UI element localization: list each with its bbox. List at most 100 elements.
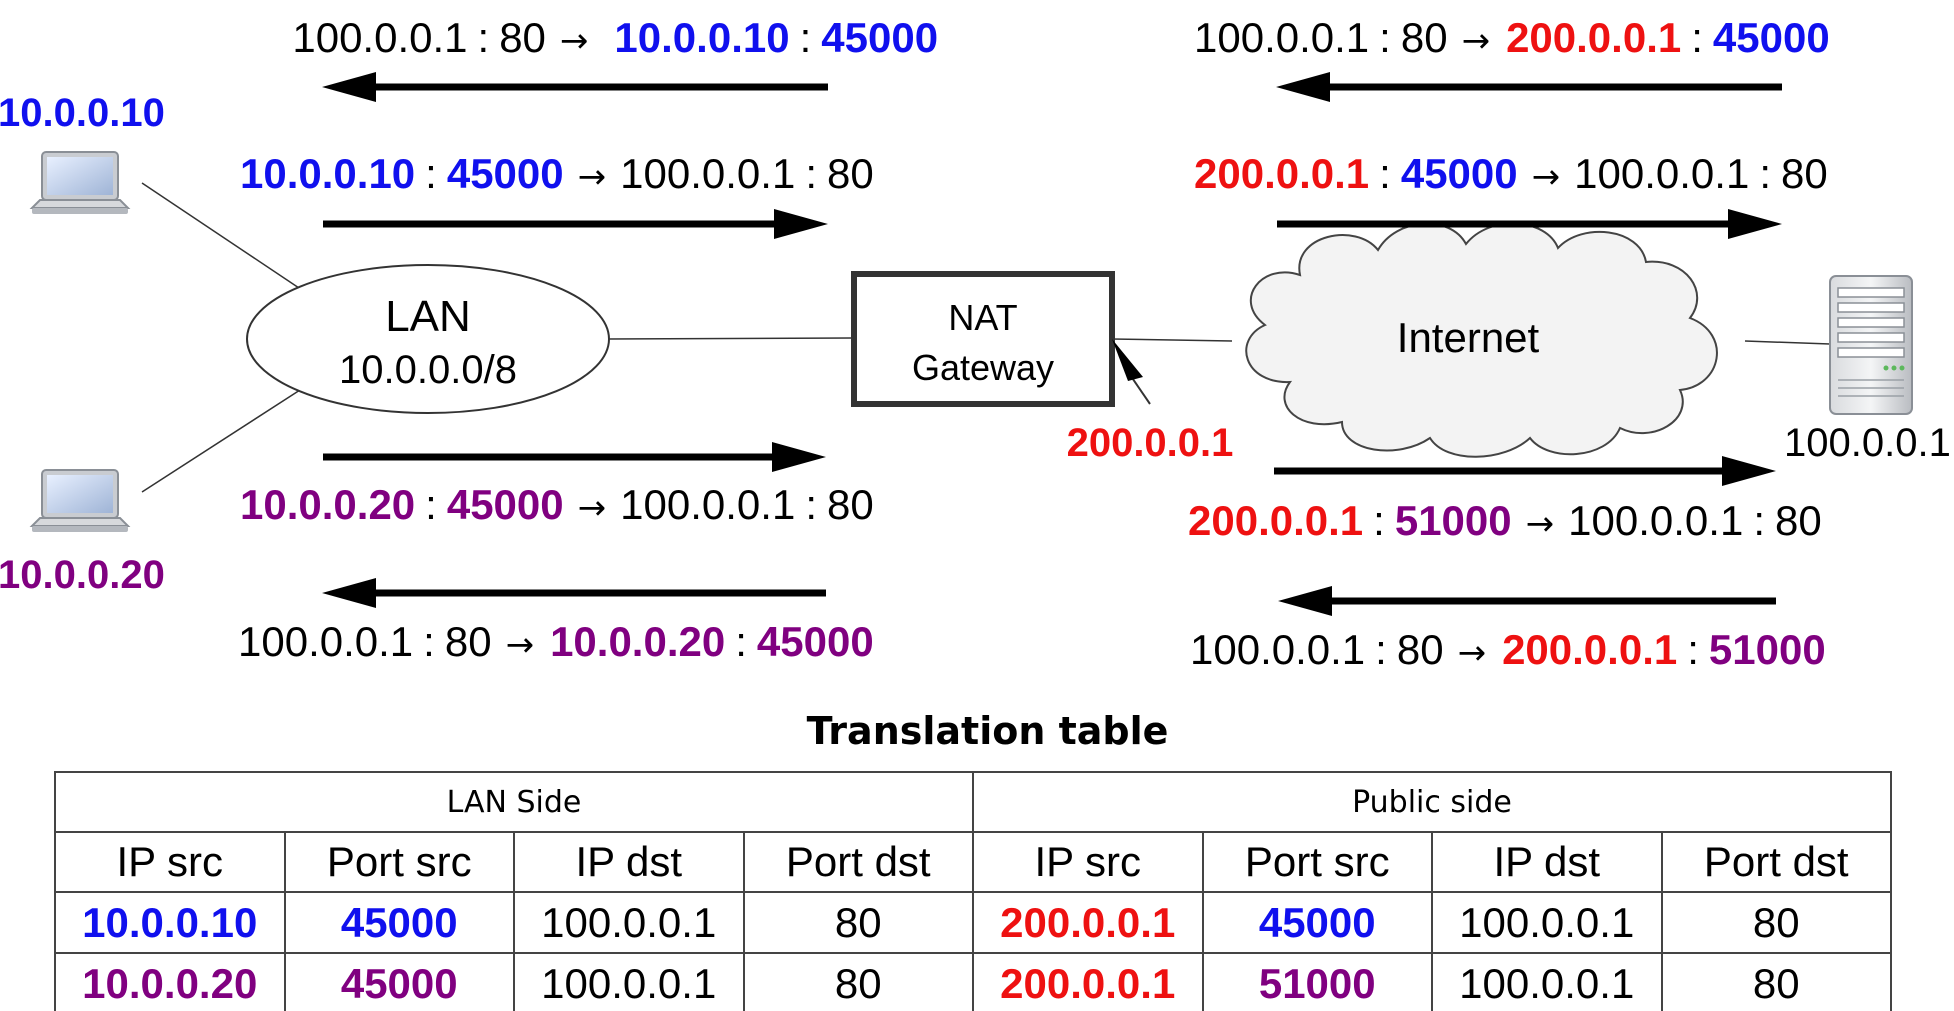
src-port: 45000 — [447, 481, 564, 528]
table-cell: 51000 — [1201, 952, 1433, 1011]
separator: : — [805, 481, 817, 528]
packet-arrow-left — [322, 72, 828, 102]
table-row: 10.0.0.10 45000 100.0.0.1 80 200.0.0.1 4… — [54, 891, 1892, 954]
dst-port: 45000 — [757, 618, 874, 665]
column-header: IP src — [54, 831, 286, 893]
arrow-glyph: → — [578, 488, 607, 528]
network-diagram: LAN 10.0.0.0/8 NAT Gateway 200.0.0.1 Int… — [0, 14, 1951, 673]
table-cell: 45000 — [283, 891, 515, 954]
packet-arrow-left — [1278, 586, 1776, 616]
table-cell: 100.0.0.1 — [1431, 891, 1663, 954]
table-cell: 200.0.0.1 — [972, 952, 1204, 1011]
nat-gateway-box — [851, 271, 1115, 407]
nat-label-line2: Gateway — [912, 347, 1054, 388]
separator: : — [800, 14, 812, 61]
src-port: 45000 — [447, 150, 564, 197]
packet-arrow-right — [1274, 456, 1776, 486]
separator: : — [1379, 14, 1391, 61]
dst-port: 80 — [1775, 497, 1822, 544]
packet-label-wan-reply-host1: 100.0.0.1:80 → 200.0.0.1:45000 — [1194, 14, 1830, 61]
internet-cloud — [1245, 222, 1718, 458]
separator: : — [1759, 150, 1771, 197]
src-ip: 200.0.0.1 — [1188, 497, 1363, 544]
translation-table-title: Translation table — [806, 709, 1169, 753]
arrow-glyph: → — [1526, 504, 1555, 544]
dst-ip: 100.0.0.1 — [1568, 497, 1743, 544]
server-icon — [1829, 275, 1913, 415]
dst-ip: 200.0.0.1 — [1502, 626, 1677, 673]
table-cell: 80 — [1660, 891, 1892, 954]
src-port: 51000 — [1395, 497, 1512, 544]
separator: : — [425, 150, 437, 197]
table-cell: 10.0.0.10 — [54, 891, 286, 954]
host1-ip-label: 10.0.0.10 — [0, 91, 165, 135]
dst-port: 80 — [827, 150, 874, 197]
packet-arrow-right — [1277, 209, 1782, 239]
laptop-icon — [29, 151, 131, 214]
src-port: 80 — [445, 618, 492, 665]
nat-label-line1: NAT — [948, 297, 1017, 338]
packet-label-lan-reply-host1: 100.0.0.1:80 → 10.0.0.10:45000 — [234, 14, 973, 61]
table-cell: 80 — [742, 891, 974, 954]
src-ip: 100.0.0.1 — [1190, 626, 1365, 673]
column-header: Port dst — [742, 831, 974, 893]
column-header: IP src — [972, 831, 1204, 893]
dst-ip: 10.0.0.10 — [614, 14, 789, 61]
dst-ip: 200.0.0.1 — [1506, 14, 1681, 61]
table-cell: 45000 — [283, 952, 515, 1011]
dst-port: 80 — [827, 481, 874, 528]
link-internet-server — [1744, 340, 1831, 345]
link-lan-nat — [607, 337, 853, 340]
separator: : — [805, 150, 817, 197]
table-cell: 10.0.0.20 — [54, 952, 286, 1011]
src-ip: 10.0.0.20 — [240, 481, 415, 528]
dst-port: 80 — [1781, 150, 1828, 197]
src-port: 45000 — [1401, 150, 1518, 197]
separator: : — [478, 14, 490, 61]
packet-arrow-right — [323, 442, 826, 472]
packet-arrow-left — [322, 578, 826, 608]
table-cell: 80 — [742, 952, 974, 1011]
src-ip: 100.0.0.1 — [1194, 14, 1369, 61]
src-ip: 10.0.0.10 — [240, 150, 415, 197]
nat-public-ip: 200.0.0.1 — [1067, 421, 1234, 465]
arrow-glyph: → — [560, 21, 589, 61]
column-header: Port src — [1201, 831, 1433, 893]
public-ip-pointer-head — [1112, 339, 1143, 381]
lan-subnet: 10.0.0.0/8 — [339, 348, 517, 392]
group-public-side: Public side — [972, 771, 1892, 833]
table-row: 10.0.0.20 45000 100.0.0.1 80 200.0.0.1 5… — [54, 952, 1892, 1011]
separator: : — [1687, 626, 1699, 673]
table-cell: 100.0.0.1 — [1431, 952, 1663, 1011]
packet-arrow-right — [323, 209, 828, 239]
separator: : — [1753, 497, 1765, 544]
arrow-glyph: → — [1462, 21, 1491, 61]
column-header: Port dst — [1660, 831, 1892, 893]
dst-ip: 100.0.0.1 — [1574, 150, 1749, 197]
lan-name: LAN — [385, 292, 471, 341]
packet-arrow-left — [1276, 72, 1782, 102]
dst-ip: 10.0.0.20 — [550, 618, 725, 665]
laptop-icon — [29, 469, 131, 532]
server-ip-label: 100.0.0.1 — [1784, 421, 1951, 465]
table-cell: 100.0.0.1 — [513, 891, 745, 954]
table-cell: 200.0.0.1 — [972, 891, 1204, 954]
separator: : — [1691, 14, 1703, 61]
link-nat-internet — [1111, 338, 1233, 342]
packet-label-wan-request-host2: 200.0.0.1:51000 → 100.0.0.1:80 — [1188, 497, 1822, 544]
separator: : — [423, 618, 435, 665]
table-column-header-row: IP src Port src IP dst Port dst IP src P… — [54, 831, 1892, 893]
arrow-glyph: → — [1532, 157, 1561, 197]
packet-label-lan-request-host2: 10.0.0.20:45000 → 100.0.0.1:80 — [240, 481, 874, 528]
dst-ip: 100.0.0.1 — [620, 481, 795, 528]
internet-label: Internet — [1397, 314, 1540, 361]
group-lan-side: LAN Side — [54, 771, 974, 833]
dst-port: 45000 — [1713, 14, 1830, 61]
dst-port: 45000 — [821, 14, 938, 61]
src-ip: 100.0.0.1 — [238, 618, 413, 665]
packet-label-wan-reply-host2: 100.0.0.1:80 → 200.0.0.1:51000 — [1190, 626, 1826, 673]
translation-table: LAN Side Public side IP src Port src IP … — [54, 771, 1892, 1011]
table-cell: 80 — [1660, 952, 1892, 1011]
separator: : — [1375, 626, 1387, 673]
